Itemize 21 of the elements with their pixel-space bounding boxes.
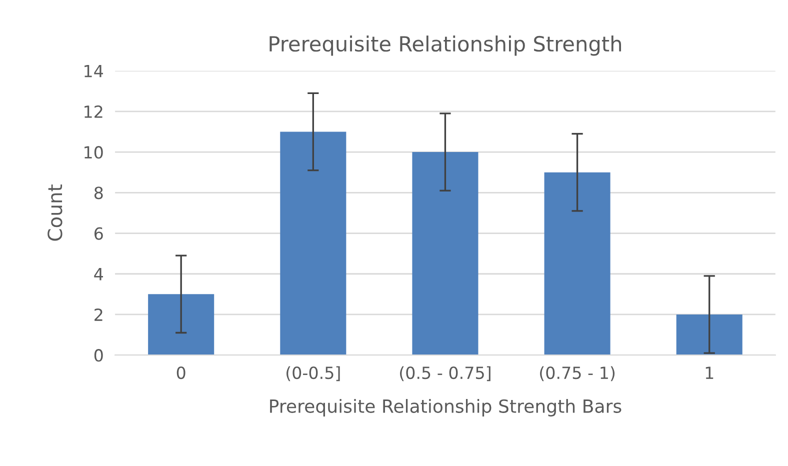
x-axis-title: Prerequisite Relationship Strength Bars	[270, 399, 622, 416]
chart-title: Prerequisite Relationship Strength	[270, 36, 622, 56]
bar	[412, 152, 478, 356]
x-tick-label: 0	[176, 366, 186, 380]
y-tick-label: 14	[84, 65, 103, 78]
y-tick-label: 2	[94, 308, 102, 321]
bar	[280, 132, 346, 356]
y-tick-label: 6	[94, 227, 103, 240]
y-tick-label: 8	[94, 186, 103, 200]
x-tick-label: (0.75 - 1)	[540, 366, 615, 382]
x-tick-label: (0.5 - 0.75]	[400, 366, 490, 382]
y-tick-label: 12	[84, 105, 102, 118]
y-tick-label: 10	[84, 146, 103, 159]
x-tick-label: 1	[706, 366, 714, 379]
y-axis-title: Count	[48, 184, 62, 241]
bar	[148, 294, 214, 356]
y-tick-label: 0	[94, 349, 103, 362]
bar	[676, 314, 742, 356]
x-tick-label: (0-0.5]	[286, 366, 340, 382]
bar	[544, 172, 610, 356]
y-tick-label: 4	[94, 268, 103, 280]
